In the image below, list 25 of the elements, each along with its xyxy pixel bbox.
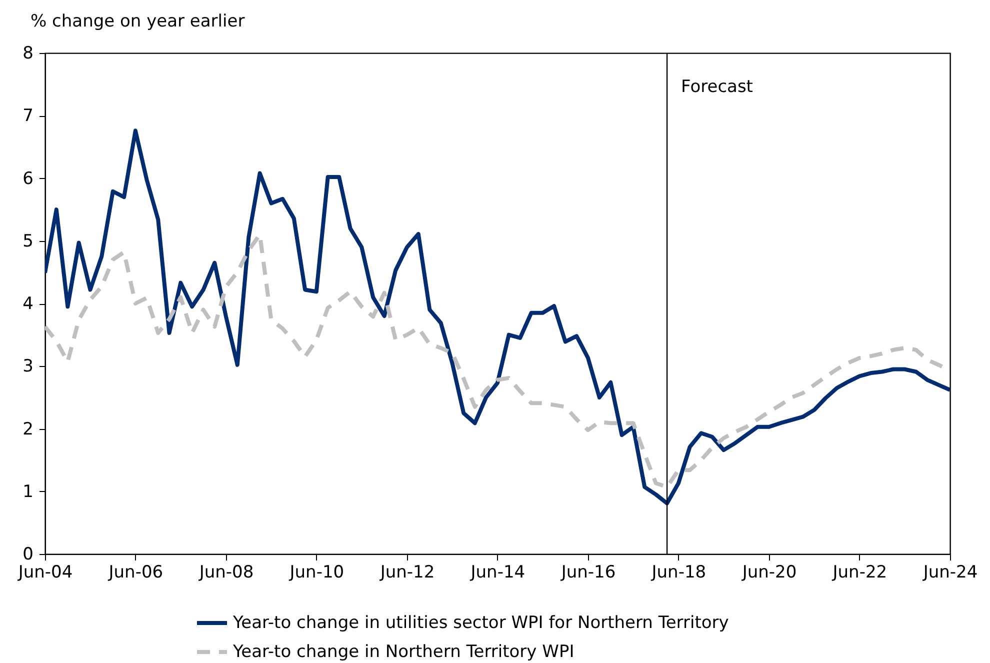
x-tick-label: Jun-04 — [17, 562, 73, 582]
x-tick-label: Jun-16 — [560, 562, 616, 582]
x-tick-label: Jun-18 — [650, 562, 706, 582]
legend-label: Year-to change in utilities sector WPI for Northern Territory — [232, 613, 729, 633]
y-tick-label: 1 — [22, 482, 34, 502]
x-tick-label: Jun-12 — [379, 562, 435, 582]
y-tick-label: 0 — [22, 544, 34, 564]
y-tick-label: 5 — [22, 231, 34, 252]
y-tick-label: 7 — [22, 106, 34, 126]
line-series — [45, 128, 950, 506]
ref-line-label: Forecast — [681, 77, 754, 97]
x-tick-label: Jun-22 — [832, 562, 888, 582]
y-axis-title: % change on year earlier — [30, 12, 245, 32]
x-tick-label: Jun-24 — [922, 562, 978, 582]
x-tick-label: Jun-06 — [108, 562, 164, 582]
y-tick-label: 6 — [22, 168, 34, 189]
y-tick-label: 4 — [22, 294, 34, 314]
x-tick-label: Jun-08 — [198, 562, 254, 582]
y-tick-label: 2 — [22, 419, 34, 440]
y-tick-label: 8 — [22, 44, 34, 64]
legend-label: Year-to change in Northern Territory WPI — [232, 642, 574, 662]
x-tick-label: Jun-10 — [288, 562, 344, 582]
x-tick-label: Jun-14 — [470, 562, 526, 582]
x-tick-label: Jun-20 — [741, 562, 797, 582]
y-tick-label: 3 — [22, 356, 34, 377]
